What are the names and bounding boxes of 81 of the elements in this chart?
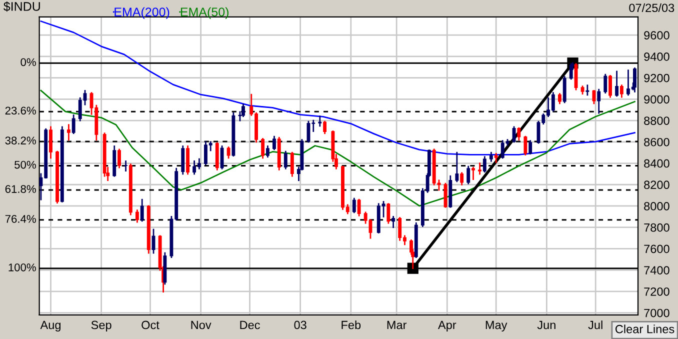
- y-tick-label: 8600: [644, 138, 670, 146]
- candlestick: [620, 84, 624, 98]
- y-tick-label: 9600: [644, 31, 670, 40]
- candlestick: [528, 140, 532, 154]
- candlestick: [226, 146, 230, 159]
- y-tick-label: 8400: [644, 159, 670, 168]
- text: 0%: [20, 58, 36, 66]
- text: 50%: [14, 160, 36, 169]
- x-tick-label: Nov: [191, 320, 212, 330]
- candlestick: [562, 76, 566, 104]
- x-tick-label: Dec: [240, 320, 260, 330]
- candlestick: [186, 145, 190, 175]
- candlestick: [478, 162, 482, 175]
- text: 61.8%: [5, 185, 36, 193]
- candlestick: [118, 148, 121, 168]
- candlestick: [290, 152, 294, 177]
- x-tick-label: Sep: [91, 320, 112, 332]
- x-tick-label: Mar: [387, 320, 407, 330]
- candlestick: [455, 152, 459, 182]
- y-tick-label: 9400: [644, 52, 670, 61]
- y-tick-label: 7800: [644, 223, 670, 232]
- candlestick: [392, 216, 396, 228]
- candlestick: [266, 145, 270, 158]
- x-tick-label: Jul: [588, 320, 602, 330]
- candlestick: [472, 166, 475, 180]
- y-tick-label: 7200: [644, 287, 670, 296]
- legend-label: EMA(200): [114, 7, 170, 19]
- y-tick-label: 7400: [644, 266, 670, 274]
- candlestick: [135, 210, 139, 223]
- candlestick: [460, 172, 464, 186]
- candlestick: [604, 74, 608, 94]
- candlestick: [524, 136, 528, 156]
- candlestick: [124, 160, 128, 172]
- candlestick: [592, 90, 596, 104]
- x-tick-label: Apr: [438, 320, 456, 332]
- candlestick: [49, 126, 52, 159]
- candlestick: [66, 124, 70, 140]
- x-tick-label: Aug: [40, 320, 60, 332]
- candlestick: [72, 114, 76, 134]
- x-tick-label: Feb: [342, 320, 361, 330]
- candlestick: [140, 198, 144, 222]
- text: 38.2%: [5, 136, 36, 144]
- x-tick-label: Jun: [537, 320, 556, 330]
- candlestick: [626, 70, 630, 96]
- candlestick: [517, 127, 521, 140]
- candlestick: [242, 104, 245, 117]
- candlestick: [284, 150, 288, 170]
- chart-title: $INDU: [4, 2, 40, 12]
- candlestick: [466, 166, 470, 184]
- candlestick: [386, 203, 390, 224]
- y-tick-label: 8000: [644, 202, 670, 210]
- candlestick: [352, 198, 356, 214]
- text: Clear Lines: [616, 324, 674, 334]
- y-tick-label: 9200: [644, 74, 670, 82]
- y-tick-label: 8800: [644, 116, 670, 125]
- candlestick: [586, 84, 590, 96]
- legend-label: EMA(50): [180, 7, 228, 19]
- candlestick: [181, 145, 185, 175]
- text: 100%: [8, 263, 36, 272]
- candlestick: [494, 152, 498, 163]
- candlestick: [482, 156, 486, 173]
- y-tick-label: 9000: [644, 95, 670, 104]
- text: 76.4%: [5, 214, 36, 223]
- candlestick: [608, 74, 612, 98]
- candlestick: [597, 88, 601, 114]
- candlestick: [323, 120, 327, 134]
- text: 07/25/03: [629, 3, 674, 12]
- candlestick: [272, 136, 276, 150]
- line-series: [40, 90, 636, 207]
- y-tick-label: 8200: [644, 180, 670, 190]
- x-tick-label: 03: [294, 320, 306, 330]
- x-tick-label: May: [486, 320, 508, 332]
- candlestick: [357, 198, 361, 216]
- x-tick-label: Oct: [142, 320, 160, 330]
- candlestick: [615, 70, 619, 97]
- y-tick-label: 7600: [644, 244, 670, 254]
- candlestick: [558, 93, 562, 104]
- y-tick-label: 7000: [644, 308, 670, 318]
- candlestick: [261, 138, 265, 159]
- candlestick: [318, 116, 322, 127]
- text: 23.6%: [5, 106, 36, 115]
